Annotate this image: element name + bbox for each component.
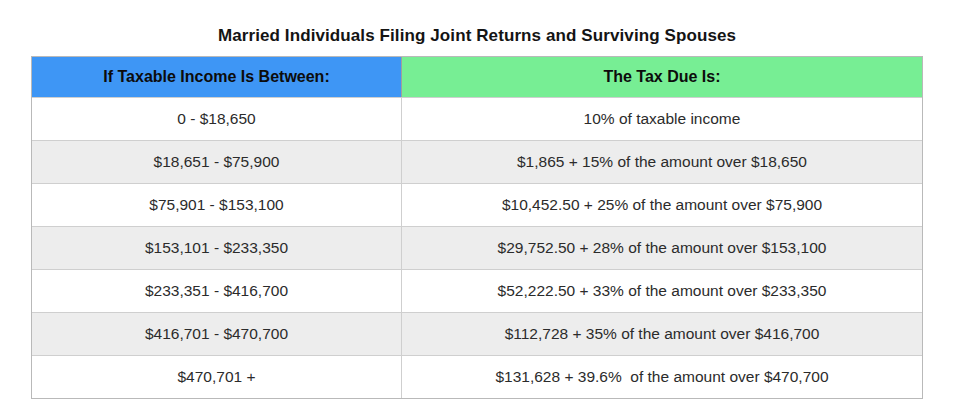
table-header-row: If Taxable Income Is Between: The Tax Du… (32, 57, 922, 97)
tax-due-cell: 10% of taxable income (402, 98, 922, 140)
table-row: $233,351 - $416,700 $52,222.50 + 33% of … (32, 269, 922, 312)
tax-due-cell: $1,865 + 15% of the amount over $18,650 (402, 141, 922, 183)
tax-bracket-table: If Taxable Income Is Between: The Tax Du… (31, 56, 923, 399)
table-row: $75,901 - $153,100 $10,452.50 + 25% of t… (32, 183, 922, 226)
income-range-cell: 0 - $18,650 (32, 98, 402, 140)
table-row: $18,651 - $75,900 $1,865 + 15% of the am… (32, 140, 922, 183)
tax-due-cell: $52,222.50 + 33% of the amount over $233… (402, 270, 922, 312)
income-range-cell: $75,901 - $153,100 (32, 184, 402, 226)
income-range-cell: $416,701 - $470,700 (32, 313, 402, 355)
tax-due-cell: $29,752.50 + 28% of the amount over $153… (402, 227, 922, 269)
header-taxable-income-column: If Taxable Income Is Between: (32, 57, 402, 97)
tax-due-cell: $10,452.50 + 25% of the amount over $75,… (402, 184, 922, 226)
header-tax-due-column: The Tax Due Is: (402, 57, 922, 97)
tax-due-cell: $112,728 + 35% of the amount over $416,7… (402, 313, 922, 355)
table-title: Married Individuals Filing Joint Returns… (31, 26, 923, 46)
table-row: $153,101 - $233,350 $29,752.50 + 28% of … (32, 226, 922, 269)
tax-due-cell: $131,628 + 39.6% of the amount over $470… (402, 356, 922, 398)
income-range-cell: $18,651 - $75,900 (32, 141, 402, 183)
table-row: $470,701 + $131,628 + 39.6% of the amoun… (32, 355, 922, 398)
page: Married Individuals Filing Joint Returns… (0, 0, 960, 419)
table-row: $416,701 - $470,700 $112,728 + 35% of th… (32, 312, 922, 355)
income-range-cell: $233,351 - $416,700 (32, 270, 402, 312)
table-row: 0 - $18,650 10% of taxable income (32, 97, 922, 140)
income-range-cell: $470,701 + (32, 356, 402, 398)
income-range-cell: $153,101 - $233,350 (32, 227, 402, 269)
